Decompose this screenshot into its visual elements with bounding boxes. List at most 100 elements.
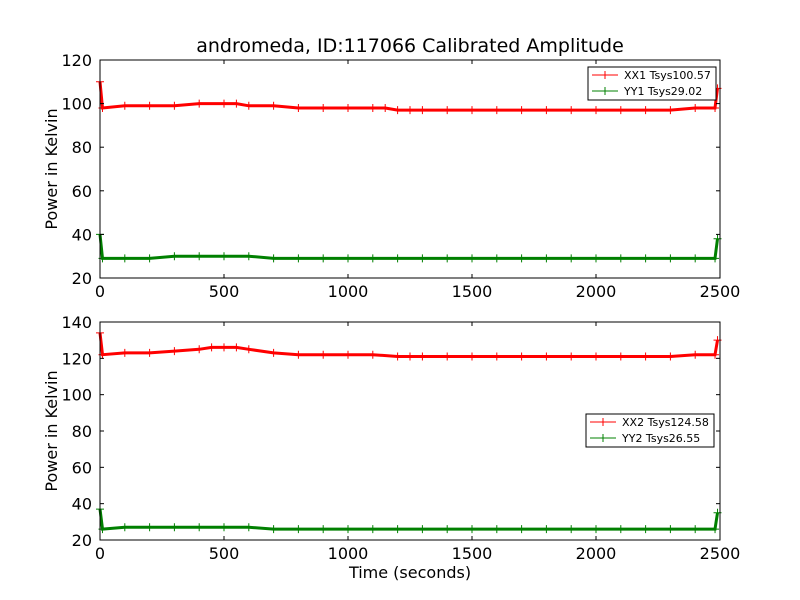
series-line-yy1: [98, 234, 719, 260]
bottom-plot-frame: [99, 321, 721, 541]
bottom-y-tick-label: 80: [72, 422, 92, 441]
data-point-yy2: [542, 525, 551, 534]
data-point-xx1: [443, 106, 452, 115]
data-point-yy2: [616, 525, 625, 534]
data-point-xx2: [406, 352, 414, 361]
top-x-tick-label: 2000: [576, 282, 617, 301]
data-point-xx1: [666, 106, 675, 115]
data-point-xx2: [170, 347, 179, 356]
top-x-tick-label: 1500: [452, 282, 493, 301]
legend-marker-xx1: [601, 71, 609, 79]
data-point-yy1: [592, 254, 600, 263]
bottom-x-tick-label: 2000: [576, 544, 617, 563]
data-point-xx1: [492, 106, 501, 115]
bottom-y-tick-label: 140: [61, 313, 92, 332]
data-point-yy2: [120, 523, 129, 532]
legend-label-yy2: YY2 Tsys26.55: [621, 432, 700, 445]
data-point-yy2: [468, 525, 476, 534]
bottom-legend-box: [585, 413, 715, 448]
data-point-yy1: [542, 254, 551, 263]
data-point-yy2: [592, 525, 600, 534]
data-point-xx2: [711, 350, 720, 359]
data-point-yy1: [443, 254, 452, 263]
data-point-xx2: [244, 345, 253, 354]
data-point-yy1: [244, 252, 253, 261]
bottom-y-tick-label: 20: [72, 531, 92, 550]
data-point-xx2: [567, 352, 576, 361]
data-point-xx1: [319, 103, 328, 112]
data-point-yy1: [517, 254, 526, 263]
top-y-tick-label: 80: [72, 138, 92, 157]
data-point-xx2: [691, 350, 700, 359]
data-point-yy1: [368, 254, 377, 263]
data-point-yy2: [711, 525, 720, 534]
data-point-yy1: [641, 254, 650, 263]
data-point-xx2: [220, 343, 228, 352]
data-point-yy2: [492, 525, 501, 534]
bottom-series-marks: [96, 328, 722, 534]
data-point-xx1: [220, 99, 228, 108]
data-point-xx1: [517, 106, 526, 115]
data-point-xx1: [294, 103, 303, 112]
data-point-yy2: [641, 525, 650, 534]
data-point-yy2: [393, 525, 402, 534]
data-point-yy1: [195, 252, 204, 261]
data-point-xx1: [381, 103, 390, 112]
bottom-y-tick-label: 120: [61, 349, 92, 368]
data-point-yy1: [666, 254, 675, 263]
data-point-yy2: [220, 523, 228, 532]
data-point-xx1: [368, 103, 377, 112]
data-point-xx1: [711, 103, 720, 112]
data-point-yy2: [567, 525, 576, 534]
data-point-xx2: [294, 350, 303, 359]
data-point-xx2: [517, 352, 526, 361]
top-legend-box: [587, 66, 717, 101]
top-plot-frame: [99, 59, 721, 279]
data-point-xx2: [207, 343, 216, 352]
data-point-yy2: [244, 523, 253, 532]
legend-label-yy1: YY1 Tsys29.02: [623, 85, 702, 98]
bottom-y-tick-label: 40: [72, 495, 92, 514]
bottom-subplot: 0 500 1000 1500 2000 2500 20 40 60 80 100 120 140 Po…: [42, 313, 740, 582]
data-point-yy2: [344, 525, 352, 534]
data-point-xx1: [418, 106, 427, 115]
legend-label-xx1: XX1 Tsys100.57: [624, 69, 711, 82]
data-point-xx2: [319, 350, 328, 359]
top-x-tick-label: 1000: [328, 282, 369, 301]
data-point-xx1: [393, 106, 402, 115]
top-series-marks: [96, 77, 722, 263]
data-point-yy1: [220, 252, 228, 261]
data-point-xx1: [616, 106, 625, 115]
data-point-xx2: [120, 348, 129, 357]
data-point-yy1: [468, 254, 476, 263]
legend-label-xx2: XX2 Tsys124.58: [622, 416, 709, 429]
bottom-x-tick-label: 1500: [452, 544, 493, 563]
top-x-tick-label: 2500: [700, 282, 741, 301]
top-y-tick-label: 120: [61, 51, 92, 70]
data-point-xx1: [195, 99, 204, 108]
top-y-axis-label: Power in Kelvin: [42, 108, 61, 229]
data-point-yy2: [418, 525, 427, 534]
bottom-x-tick-label: 500: [209, 544, 240, 563]
data-point-xx1: [145, 101, 154, 110]
bottom-y-tick-label: 100: [61, 386, 92, 405]
data-point-xx2: [592, 352, 600, 361]
data-point-yy1: [170, 252, 179, 261]
data-point-yy1: [269, 254, 278, 263]
data-point-xx1: [170, 101, 179, 110]
data-point-xx1: [232, 99, 241, 108]
bottom-y-axis-label: Power in Kelvin: [42, 370, 61, 491]
data-point-yy2: [319, 525, 328, 534]
data-point-xx2: [269, 348, 278, 357]
data-point-xx2: [393, 352, 402, 361]
data-point-yy2: [517, 525, 526, 534]
top-y-tick-label: 60: [72, 182, 92, 201]
legend-marker-xx2: [599, 418, 607, 426]
top-axis-ticks: 0 500 1000 1500 2000 2500 20 40 60 80 100 120: [61, 51, 740, 301]
data-point-xx1: [542, 106, 551, 115]
data-point-yy2: [691, 525, 700, 534]
top-subplot: 0 500 1000 1500 2000 2500 20 40 60 80 100 120 Power…: [42, 51, 740, 301]
data-point-yy1: [393, 254, 402, 263]
data-point-xx1: [344, 103, 352, 112]
data-point-xx2: [232, 343, 241, 352]
